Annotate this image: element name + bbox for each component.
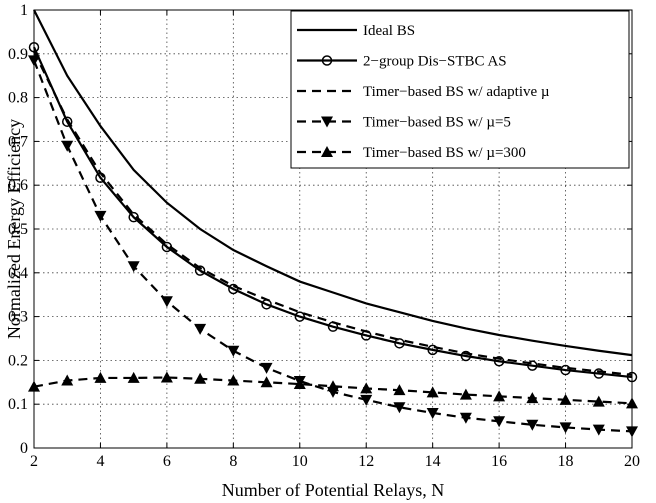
data-point — [94, 210, 107, 222]
legend-label: 2−group Dis−STBC AS — [363, 54, 507, 70]
legend-label: Ideal BS — [363, 23, 415, 39]
data-point — [160, 371, 173, 383]
legend-marker — [321, 116, 333, 128]
data-point — [327, 380, 339, 392]
data-point — [94, 371, 107, 383]
x-tick-label: 14 — [425, 453, 441, 470]
series-line — [32, 46, 633, 379]
data-point — [426, 407, 439, 419]
data-point — [493, 416, 506, 428]
axis-ticks: 2 4 6 8 10 12 14 16 18 20 0 0.1 0.2 0.3 0.4 0.5 0.6 0.7 0.… — [8, 2, 640, 470]
data-point — [160, 296, 173, 308]
legend: Ideal BS 2−group Dis−STBC AS Timer−based B… — [290, 10, 630, 169]
legend-box — [290, 10, 630, 169]
data-point — [194, 265, 206, 276]
x-tick-label: 12 — [358, 453, 374, 470]
y-tick-label: 0.7 — [8, 133, 28, 150]
data-point — [393, 384, 406, 396]
data-point — [559, 422, 572, 434]
y-tick-label: 0.4 — [8, 265, 28, 282]
data-point — [527, 360, 538, 371]
y-tick-label: 0.1 — [8, 396, 28, 413]
data-point — [394, 338, 405, 349]
legend-label: Timer−based BS w/ µ=5 — [363, 115, 511, 131]
data-point — [592, 395, 605, 407]
data-point — [526, 419, 539, 431]
data-point — [293, 378, 306, 390]
y-tick-label: 0 — [20, 440, 28, 457]
x-tick-label: 4 — [96, 453, 104, 470]
data-point — [194, 372, 207, 384]
legend-label: Timer−based BS w/ adaptive µ — [363, 84, 550, 100]
y-tick-label: 0.8 — [8, 90, 28, 107]
data-point — [360, 382, 373, 394]
data-point — [194, 323, 207, 335]
data-point — [61, 374, 74, 386]
data-point — [459, 388, 472, 400]
plot-series — [28, 9, 638, 438]
series — [33, 51, 633, 376]
y-tick-label: 0.5 — [8, 221, 28, 238]
data-point — [61, 140, 74, 152]
y-axis-label: Normalized Energy Efficiency — [4, 119, 24, 339]
series — [28, 371, 638, 409]
data-point — [593, 368, 605, 379]
data-point — [260, 362, 273, 374]
legend-marker — [321, 146, 333, 157]
x-tick-label: 16 — [491, 453, 507, 470]
data-point — [493, 356, 505, 367]
data-point — [459, 412, 472, 424]
data-point — [393, 402, 406, 414]
data-point — [592, 424, 605, 436]
y-tick-label: 0.3 — [8, 309, 28, 326]
legend-label: Timer−based BS w/ µ=300 — [363, 145, 526, 161]
data-point — [260, 376, 273, 388]
data-point — [426, 386, 439, 398]
series-line — [33, 9, 633, 357]
data-point — [228, 283, 239, 295]
y-tick-label: 0.9 — [8, 46, 28, 63]
y-tick-label: 1 — [20, 2, 28, 19]
series — [33, 9, 633, 357]
x-tick-label: 8 — [229, 453, 237, 470]
series-line — [33, 51, 633, 376]
x-tick-label: 10 — [292, 453, 308, 470]
data-point — [61, 116, 73, 127]
data-point — [460, 350, 472, 362]
x-tick-label: 18 — [558, 453, 574, 470]
x-axis-label: Number of Potential Relays, N — [222, 480, 444, 500]
x-tick-label: 6 — [163, 453, 171, 470]
data-point — [127, 261, 140, 273]
data-point — [526, 392, 539, 404]
data-point — [227, 345, 240, 357]
data-point — [560, 364, 571, 376]
legend-marker — [321, 55, 333, 66]
data-point — [127, 371, 140, 383]
data-point — [227, 374, 240, 386]
data-point — [360, 394, 373, 406]
data-point — [427, 344, 438, 356]
y-tick-label: 0.6 — [8, 177, 28, 194]
data-point — [294, 311, 306, 322]
x-tick-label: 20 — [624, 453, 640, 470]
y-tick-label: 0.2 — [8, 352, 28, 369]
data-point — [493, 390, 506, 402]
data-point — [559, 393, 572, 405]
x-tick-label: 2 — [30, 453, 38, 470]
